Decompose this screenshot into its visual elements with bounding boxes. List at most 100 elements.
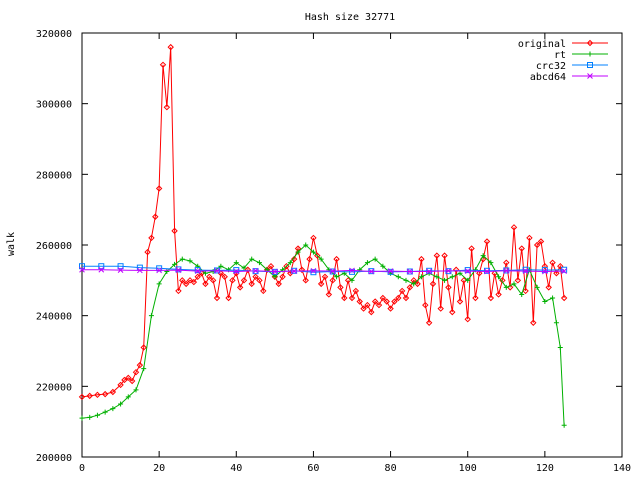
series-rt (79, 242, 567, 428)
data-point (510, 224, 518, 231)
data-point (133, 387, 139, 393)
data-point (295, 249, 301, 255)
data-point (553, 270, 560, 277)
data-point (344, 277, 352, 284)
data-point (561, 268, 567, 275)
x-tick-label: 80 (385, 463, 397, 474)
data-point (542, 299, 548, 305)
data-point (267, 262, 275, 270)
data-point (98, 266, 105, 273)
x-tick-label: 0 (79, 463, 85, 474)
data-point (545, 284, 552, 291)
data-point (225, 294, 232, 302)
data-point (86, 392, 93, 400)
data-point (298, 266, 306, 273)
chart-title: Hash size 32771 (305, 12, 395, 23)
data-point (460, 277, 468, 284)
series-original (78, 43, 568, 401)
data-point (290, 255, 298, 263)
data-point (190, 278, 198, 286)
data-point (202, 270, 208, 276)
data-point (167, 43, 174, 51)
data-point (484, 268, 490, 275)
data-point (487, 294, 495, 302)
data-point (272, 274, 278, 280)
y-tick-label: 240000 (36, 312, 72, 323)
data-point (352, 287, 360, 295)
x-tick-label: 60 (307, 463, 319, 474)
data-point (484, 267, 490, 274)
data-point (553, 320, 559, 326)
data-point (186, 277, 194, 284)
data-point (279, 273, 286, 281)
data-point (256, 260, 262, 266)
data-point (395, 274, 401, 280)
data-point (349, 267, 355, 274)
data-point (79, 263, 85, 270)
data-point (468, 245, 475, 252)
data-point (275, 280, 282, 288)
data-point (94, 391, 101, 399)
x-tick-label: 100 (459, 463, 477, 474)
data-point (303, 242, 309, 248)
data-point (425, 319, 433, 326)
data-point (306, 255, 313, 263)
data-point (175, 287, 182, 295)
data-point (533, 241, 541, 249)
y-tick-label: 200000 (36, 453, 72, 464)
data-point (325, 291, 333, 298)
data-point (542, 268, 548, 275)
data-point (418, 255, 425, 263)
data-point (407, 268, 413, 275)
y-tick-label: 260000 (36, 241, 72, 252)
data-point (406, 284, 414, 291)
data-point (310, 269, 317, 276)
data-point (128, 377, 136, 385)
data-point (241, 265, 247, 271)
data-point (464, 267, 471, 274)
data-point (214, 267, 220, 274)
data-point (395, 294, 402, 302)
data-point (187, 258, 193, 264)
y-tick-label: 320000 (36, 29, 72, 40)
data-point (368, 268, 375, 275)
legend-label: abcd64 (530, 72, 566, 83)
data-point (488, 260, 494, 266)
data-point (465, 277, 471, 283)
data-point (514, 277, 522, 284)
data-point (240, 277, 248, 284)
data-point (586, 39, 594, 47)
y-tick-label: 220000 (36, 382, 72, 393)
data-point (480, 253, 486, 259)
data-point (341, 294, 348, 302)
data-point (449, 274, 455, 280)
data-point (101, 390, 109, 398)
legend-label: rt (554, 50, 566, 61)
data-point (442, 277, 448, 283)
data-point (172, 261, 178, 267)
data-point (156, 267, 162, 274)
data-point (310, 234, 317, 242)
data-point (291, 268, 297, 275)
data-point (163, 103, 171, 111)
data-point (379, 294, 387, 302)
data-point (526, 234, 533, 242)
data-point (159, 61, 167, 69)
data-point (310, 249, 316, 255)
data-point (348, 294, 356, 302)
data-point (171, 227, 178, 235)
data-point (79, 415, 85, 421)
data-point (256, 277, 263, 284)
data-point (252, 267, 259, 274)
data-point (194, 267, 201, 274)
data-point (549, 259, 556, 266)
data-point (561, 266, 568, 273)
series-lines (78, 43, 568, 428)
data-point (206, 273, 213, 281)
data-point (380, 263, 386, 269)
data-point (464, 268, 471, 275)
data-point (560, 294, 568, 302)
axis-ticks: 0 20 40 60 80 100 120 140 200000 220000 240000 2600… (36, 29, 631, 474)
data-point (503, 259, 510, 266)
data-point (233, 268, 240, 275)
